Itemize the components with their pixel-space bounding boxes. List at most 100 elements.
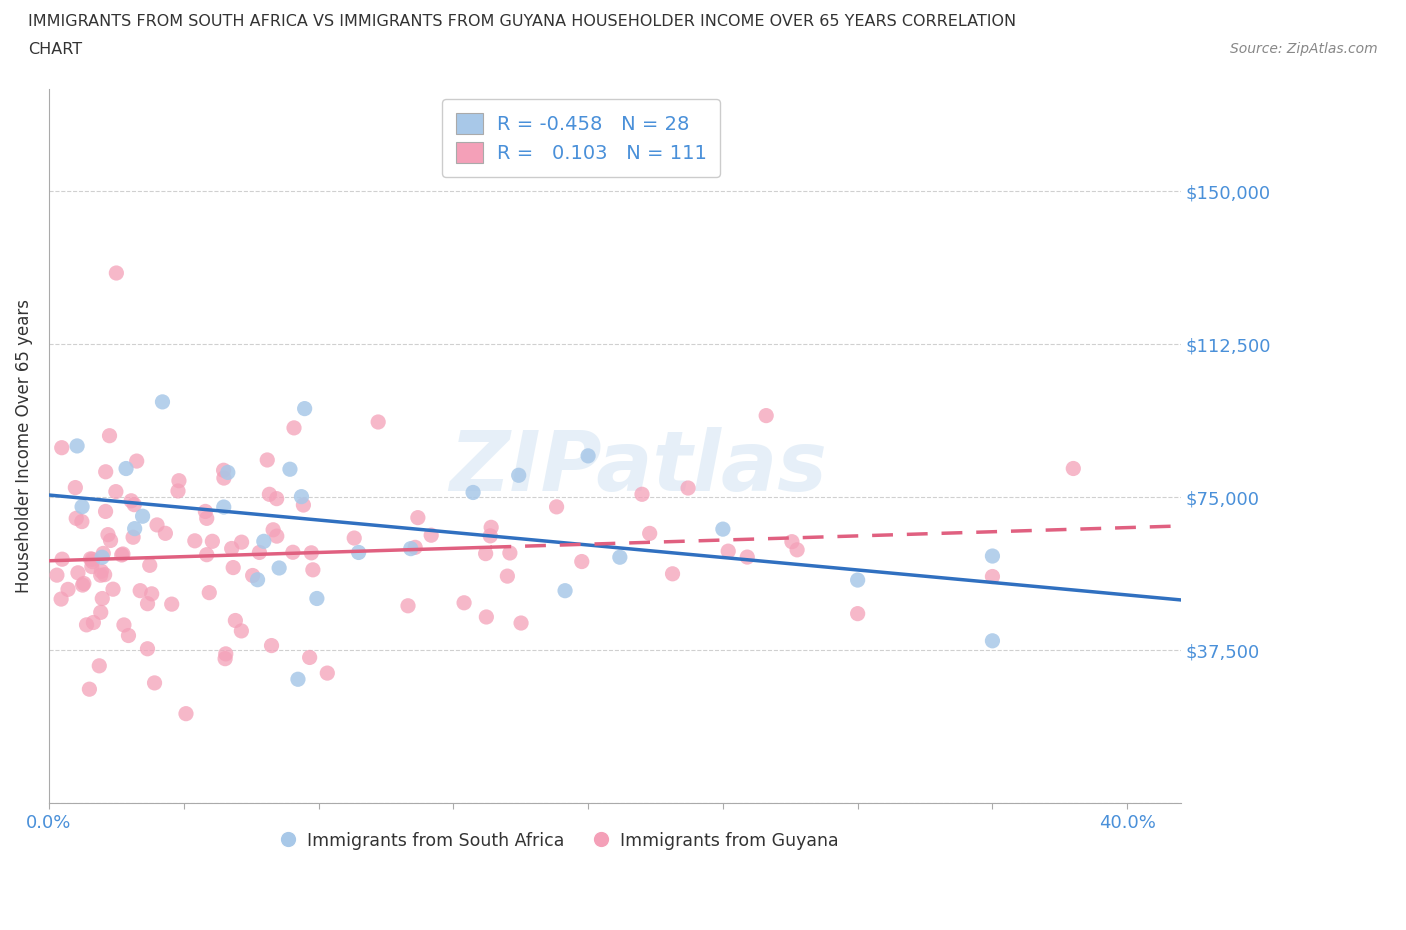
Point xyxy=(129,583,152,598)
Text: CHART: CHART xyxy=(28,42,82,57)
Point xyxy=(283,420,305,435)
Point xyxy=(259,487,281,502)
Point xyxy=(294,401,316,416)
Point xyxy=(406,511,429,525)
Point xyxy=(281,545,304,560)
Point xyxy=(45,567,67,582)
Point xyxy=(508,468,530,483)
Point xyxy=(70,499,93,514)
Point xyxy=(94,464,117,479)
Point xyxy=(981,569,1004,584)
Point xyxy=(253,534,276,549)
Point xyxy=(496,568,519,583)
Point xyxy=(66,438,89,453)
Point xyxy=(499,546,522,561)
Point xyxy=(115,461,138,476)
Point xyxy=(571,554,593,569)
Point xyxy=(80,559,103,574)
Point xyxy=(404,540,426,555)
Point xyxy=(298,650,321,665)
Point xyxy=(97,527,120,542)
Point xyxy=(347,545,370,560)
Point xyxy=(125,454,148,469)
Point xyxy=(79,682,101,697)
Point xyxy=(576,448,599,463)
Point xyxy=(246,572,269,587)
Point xyxy=(120,493,142,508)
Point xyxy=(717,544,740,559)
Text: Source: ZipAtlas.com: Source: ZipAtlas.com xyxy=(1230,42,1378,56)
Point xyxy=(846,573,869,588)
Point xyxy=(981,633,1004,648)
Point xyxy=(638,526,661,541)
Point xyxy=(94,504,117,519)
Point xyxy=(117,628,139,643)
Point xyxy=(201,534,224,549)
Point xyxy=(49,591,72,606)
Point xyxy=(215,646,238,661)
Point xyxy=(72,578,94,592)
Point xyxy=(76,618,98,632)
Point xyxy=(981,549,1004,564)
Point xyxy=(242,568,264,583)
Point xyxy=(82,551,104,566)
Point xyxy=(609,550,631,565)
Point xyxy=(299,545,322,560)
Point xyxy=(453,595,475,610)
Point xyxy=(316,666,339,681)
Point xyxy=(73,576,96,591)
Point xyxy=(111,548,134,563)
Point xyxy=(136,596,159,611)
Text: IMMIGRANTS FROM SOUTH AFRICA VS IMMIGRANTS FROM GUYANA HOUSEHOLDER INCOME OVER 6: IMMIGRANTS FROM SOUTH AFRICA VS IMMIGRAN… xyxy=(28,14,1017,29)
Point xyxy=(302,563,325,578)
Point xyxy=(367,415,389,430)
Point xyxy=(152,394,174,409)
Point xyxy=(143,675,166,690)
Text: ZIPatlas: ZIPatlas xyxy=(449,428,827,509)
Point xyxy=(51,440,73,455)
Point xyxy=(160,597,183,612)
Point xyxy=(247,545,270,560)
Point xyxy=(167,473,190,488)
Point xyxy=(139,558,162,573)
Point xyxy=(131,509,153,524)
Point xyxy=(124,521,146,536)
Point xyxy=(195,511,218,525)
Point xyxy=(479,520,502,535)
Point xyxy=(260,638,283,653)
Point xyxy=(155,525,177,540)
Point xyxy=(98,429,121,444)
Point xyxy=(266,491,288,506)
Point xyxy=(104,485,127,499)
Point xyxy=(510,616,533,631)
Point xyxy=(111,547,134,562)
Point xyxy=(554,583,576,598)
Point xyxy=(65,511,87,525)
Point xyxy=(735,550,758,565)
Point xyxy=(184,534,207,549)
Point xyxy=(266,528,288,543)
Point xyxy=(292,498,315,512)
Point xyxy=(212,463,235,478)
Point xyxy=(91,550,114,565)
Point xyxy=(101,582,124,597)
Legend: Immigrants from South Africa, Immigrants from Guyana: Immigrants from South Africa, Immigrants… xyxy=(269,824,848,859)
Point xyxy=(278,462,301,477)
Point xyxy=(420,527,443,542)
Point xyxy=(287,671,309,686)
Point xyxy=(56,582,79,597)
Point xyxy=(474,546,496,561)
Point xyxy=(51,551,73,566)
Point xyxy=(141,587,163,602)
Point xyxy=(305,591,328,606)
Point xyxy=(222,560,245,575)
Point xyxy=(195,547,218,562)
Point xyxy=(212,471,235,485)
Point xyxy=(70,514,93,529)
Point xyxy=(755,408,778,423)
Point xyxy=(167,484,190,498)
Point xyxy=(231,535,253,550)
Point xyxy=(105,266,128,281)
Point xyxy=(91,546,114,561)
Point xyxy=(399,541,422,556)
